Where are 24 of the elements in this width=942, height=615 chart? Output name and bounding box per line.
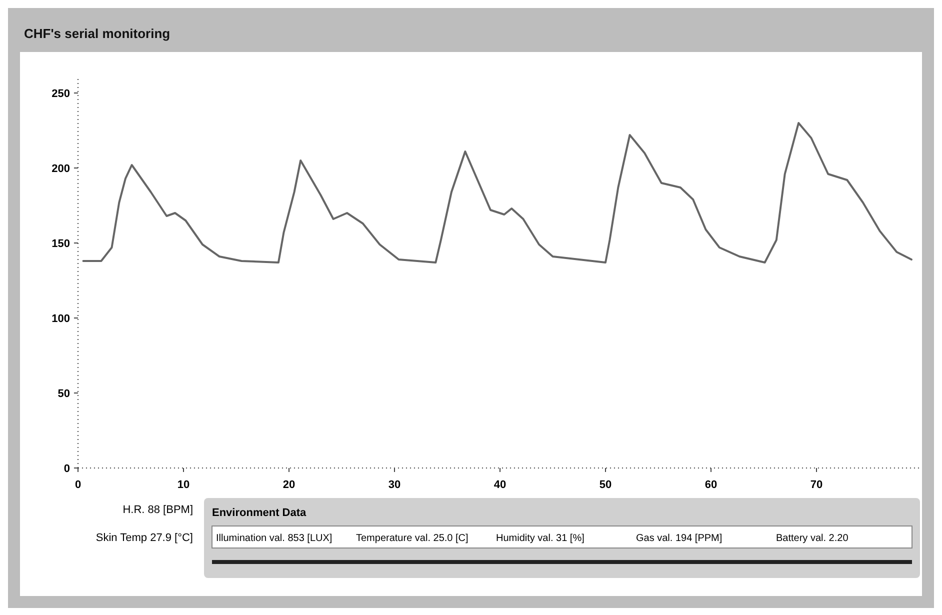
x-tick-label: 0 <box>74 479 82 491</box>
y-tick-label: 50 <box>58 388 70 400</box>
text: Illumination val. 853 [LUX] <box>216 533 332 544</box>
x-tick-label: 30 <box>388 479 401 491</box>
text: Environment Data <box>212 507 308 519</box>
x-tick-label: 10 <box>177 479 190 491</box>
text: Gas val. 194 [PPM] <box>636 533 722 544</box>
chart-title: CHF's serial monitoring <box>24 26 170 41</box>
text: Humidity val. 31 [%] <box>496 533 585 544</box>
y-tick-label: 0 <box>64 462 70 475</box>
text: Battery val. 2.20 <box>776 533 849 544</box>
x-tick-label: 50 <box>599 479 612 491</box>
x-tick-label: 20 <box>282 479 296 491</box>
x-tick-label: 60 <box>704 479 718 491</box>
text: Temperature val. 25.0 [C] <box>356 533 468 544</box>
text: H.R. 88 [BPM] <box>122 504 193 516</box>
y-tick-label: 100 <box>52 312 70 325</box>
y-tick-label: 150 <box>52 238 70 250</box>
y-tick-label: 250 <box>52 88 70 100</box>
line-series <box>82 122 912 264</box>
x-tick-label: 70 <box>810 479 823 491</box>
x-tick-label: 40 <box>494 479 506 491</box>
y-tick-label: 200 <box>52 162 70 175</box>
text: Skin Temp 27.9 [°C] <box>96 532 193 544</box>
